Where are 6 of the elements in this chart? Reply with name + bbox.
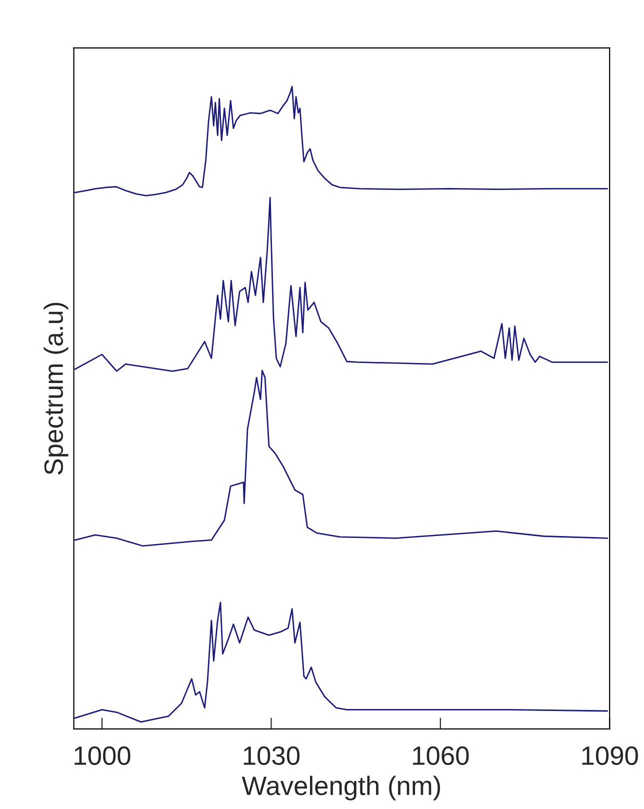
- x-tick-label: 1000: [74, 746, 130, 766]
- x-axis-title: Wavelength (nm): [242, 776, 440, 800]
- x-tick-label: 1060: [413, 746, 469, 766]
- x-tick-label: 1030: [244, 746, 300, 766]
- x-tick-label: 1090: [582, 746, 638, 766]
- y-axis-title: Spectrum (a.u): [44, 302, 68, 475]
